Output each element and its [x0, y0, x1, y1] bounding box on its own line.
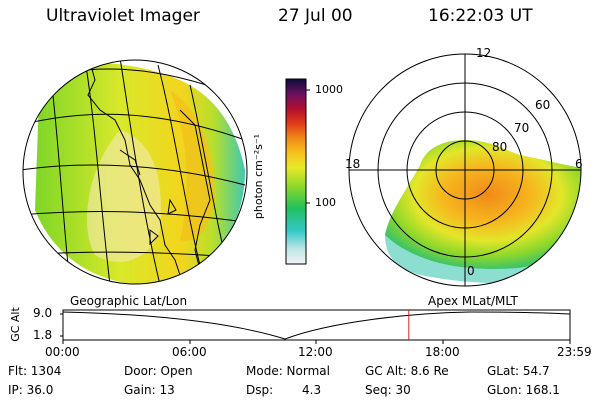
altitude-x-tick-0: 00:00 — [45, 345, 80, 359]
geographic-image — [23, 60, 246, 284]
altitude-plot-frame — [62, 309, 571, 341]
altitude-ylabel: GC Alt — [8, 307, 22, 342]
altitude-x-tick-2: 12:00 — [298, 345, 333, 359]
status-glon: GLon: 168.1 — [487, 383, 560, 397]
altitude-x-tick-1: 06:00 — [172, 345, 207, 359]
altitude-x-tick-4: 23:59 — [557, 345, 592, 359]
status-flt: Flt: 1304 — [8, 364, 62, 378]
status-door: Door: Open — [124, 364, 193, 378]
altitude-x-tick-3: 18:00 — [425, 345, 460, 359]
projection-left-label: Geographic Lat/Lon — [70, 294, 188, 308]
status-seq: Seq: 30 — [365, 383, 411, 397]
colorbar-unit-label: photon cm⁻²s⁻¹ — [252, 133, 266, 220]
polar-image — [385, 140, 581, 284]
projection-right-label: Apex MLat/MLT — [428, 294, 518, 308]
polar-lat-60: 60 — [535, 98, 551, 112]
status-ip: IP: 36.0 — [8, 383, 54, 397]
altitude-x-ticks — [62, 340, 571, 344]
altitude-tick-hi: 9.0 — [33, 306, 53, 320]
status-dsp-value: 4.3 — [302, 383, 322, 397]
altitude-tick-lo: 1.8 — [33, 328, 53, 342]
polar-lat-80: 80 — [492, 140, 508, 154]
colorbar-tick-100: 100 — [315, 196, 336, 209]
altitude-curve — [62, 311, 571, 340]
status-glat: GLat: 54.7 — [487, 364, 550, 378]
polar-mlt-6: 6 — [575, 157, 583, 171]
status-gain: Gain: 13 — [124, 383, 175, 397]
polar-mlt-12: 12 — [476, 46, 492, 60]
polar-lat-70: 70 — [514, 121, 530, 135]
colorbar — [285, 78, 307, 265]
status-mode: Mode: Normal — [246, 364, 330, 378]
instrument-title: Ultraviolet Imager — [46, 6, 200, 26]
status-gc-alt: GC Alt: 8.6 Re — [365, 364, 449, 378]
colorbar-tick-1000: 1000 — [315, 83, 343, 96]
polar-mlt-0: 0 — [467, 264, 475, 278]
time-label: 16:22:03 UT — [428, 6, 533, 26]
status-dsp-label: Dsp: — [246, 383, 274, 397]
polar-grid — [348, 53, 582, 287]
polar-mlt-18: 18 — [345, 157, 361, 171]
date-label: 27 Jul 00 — [278, 6, 353, 26]
